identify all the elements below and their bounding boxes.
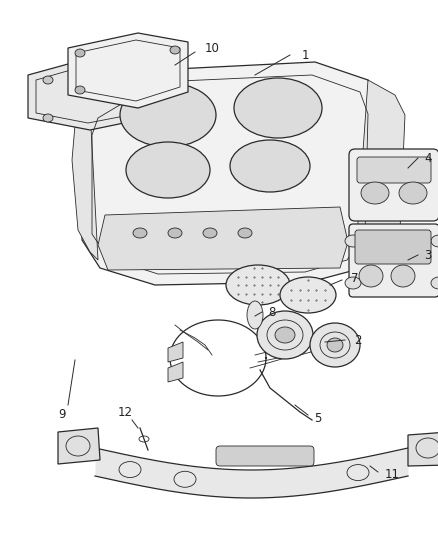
Ellipse shape [309, 323, 359, 367]
Ellipse shape [326, 338, 342, 352]
Text: 11: 11 [384, 469, 399, 481]
Ellipse shape [274, 327, 294, 343]
Text: 2: 2 [353, 334, 361, 346]
Ellipse shape [390, 265, 414, 287]
Ellipse shape [360, 182, 388, 204]
Ellipse shape [168, 228, 182, 238]
Ellipse shape [230, 140, 309, 192]
FancyBboxPatch shape [348, 224, 438, 297]
Ellipse shape [430, 235, 438, 247]
Ellipse shape [133, 228, 147, 238]
FancyBboxPatch shape [215, 446, 313, 466]
Ellipse shape [75, 49, 85, 57]
Ellipse shape [43, 76, 53, 84]
Ellipse shape [226, 265, 290, 305]
Ellipse shape [43, 114, 53, 122]
Text: 12: 12 [117, 406, 132, 418]
Polygon shape [68, 33, 187, 108]
Ellipse shape [202, 228, 216, 238]
Polygon shape [168, 362, 183, 382]
Ellipse shape [237, 228, 251, 238]
Text: 8: 8 [268, 305, 275, 319]
Ellipse shape [358, 265, 382, 287]
Ellipse shape [344, 235, 360, 247]
Ellipse shape [233, 78, 321, 138]
Text: 10: 10 [204, 42, 219, 54]
Polygon shape [58, 428, 100, 464]
Ellipse shape [398, 182, 426, 204]
Polygon shape [72, 108, 98, 260]
Ellipse shape [170, 46, 180, 54]
Ellipse shape [430, 277, 438, 289]
Polygon shape [168, 342, 183, 362]
Text: 5: 5 [314, 411, 321, 424]
Text: 9: 9 [58, 408, 66, 422]
Polygon shape [82, 62, 377, 285]
Polygon shape [28, 58, 148, 130]
Ellipse shape [256, 311, 312, 359]
Polygon shape [98, 207, 347, 270]
Ellipse shape [344, 277, 360, 289]
FancyBboxPatch shape [356, 157, 430, 183]
Ellipse shape [75, 86, 85, 94]
Text: 4: 4 [423, 151, 431, 165]
Text: 7: 7 [350, 271, 358, 285]
Ellipse shape [120, 83, 215, 147]
FancyBboxPatch shape [348, 149, 438, 221]
FancyBboxPatch shape [354, 230, 430, 264]
Polygon shape [407, 432, 438, 466]
Text: 1: 1 [300, 49, 308, 61]
Ellipse shape [126, 142, 209, 198]
Ellipse shape [247, 301, 262, 329]
Text: 3: 3 [424, 248, 431, 262]
Ellipse shape [279, 277, 335, 313]
Polygon shape [354, 80, 404, 268]
